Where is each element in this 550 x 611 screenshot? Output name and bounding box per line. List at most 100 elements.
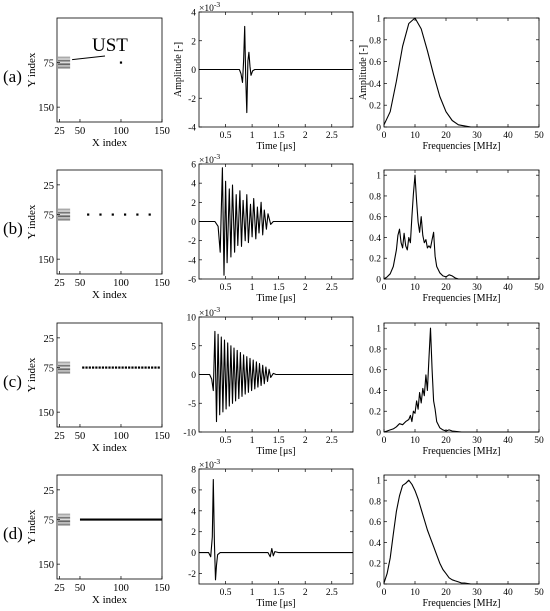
transducer-stripe bbox=[58, 213, 71, 216]
transducer-stripe bbox=[58, 215, 71, 218]
frequency-spectrum-y-tick-label: 0 bbox=[376, 124, 381, 134]
frequency-spectrum-x-tick-label: 30 bbox=[472, 436, 482, 446]
transducer-stripe bbox=[58, 59, 71, 62]
setup-y-tick-label: 150 bbox=[38, 103, 54, 114]
scatterer-point bbox=[136, 213, 139, 216]
scatterer-point bbox=[144, 366, 147, 369]
ust-pointer-line bbox=[72, 55, 106, 61]
time-signal-exponent-power: -3 bbox=[214, 152, 220, 161]
transducer-stripe bbox=[58, 513, 71, 516]
scatterer-point bbox=[95, 366, 98, 369]
scatterer-point bbox=[154, 366, 157, 369]
scatterer-point bbox=[91, 366, 95, 369]
frequency-spectrum-x-axis-label: Frequencies [MHz] bbox=[422, 293, 500, 304]
time-signal-frame bbox=[198, 468, 354, 585]
frequency-spectrum-y-tick-label: 1 bbox=[376, 172, 381, 182]
setup-x-axis-label: X index bbox=[92, 594, 128, 606]
transducer-stripe bbox=[58, 58, 71, 61]
frequency-spectrum-x-tick-label: 50 bbox=[534, 283, 544, 293]
time-signal-x-tick-label: 2.5 bbox=[326, 588, 338, 598]
scatterer-point bbox=[131, 366, 134, 369]
frequency-spectrum-y-tick-label: 1 bbox=[376, 325, 381, 335]
setup-y-tick-label: 25 bbox=[44, 334, 55, 345]
frequency-spectrum-x-tick-label: 20 bbox=[441, 588, 451, 598]
setup-x-tick-label: 25 bbox=[54, 583, 65, 594]
setup-x-tick-label: 100 bbox=[113, 583, 129, 594]
frequency-spectrum-y-tick-label: 0 bbox=[376, 429, 381, 439]
frequency-spectrum-frame bbox=[383, 322, 540, 433]
transducer-stripe bbox=[58, 370, 71, 372]
time-signal-y-tick-label: -2 bbox=[188, 237, 196, 247]
setup-frame bbox=[56, 169, 163, 275]
frequency-spectrum-y-tick-label: 0.8 bbox=[369, 192, 381, 202]
time-signal-series-line bbox=[199, 478, 353, 581]
scatterer-point bbox=[85, 366, 88, 369]
setup-x-axis-label: X index bbox=[92, 137, 128, 149]
transducer-stripe bbox=[58, 56, 71, 59]
transducer-stripe bbox=[58, 211, 71, 214]
transducer-stripe bbox=[58, 516, 71, 519]
setup-x-tick-label: 100 bbox=[113, 126, 129, 137]
setup-y-tick-label: 75 bbox=[44, 211, 55, 222]
setup-x-axis-label: X index bbox=[92, 442, 128, 454]
time-signal-y-tick-label: -2 bbox=[188, 95, 196, 105]
setup-y-axis-label: Y index bbox=[26, 52, 38, 87]
time-signal-x-tick-label: 0.5 bbox=[220, 588, 232, 598]
time-signal-x-tick-label: 2 bbox=[303, 283, 308, 293]
time-signal-x-tick-label: 2.5 bbox=[326, 283, 338, 293]
scatterer-point bbox=[128, 366, 131, 369]
setup-x-tick-label: 100 bbox=[113, 431, 129, 442]
row-label: (b) bbox=[3, 219, 23, 238]
time-signal-x-tick-label: 0.5 bbox=[220, 283, 232, 293]
scatterer-point bbox=[119, 61, 123, 64]
time-signal-y-axis-label: Amplitude [-] bbox=[173, 42, 184, 97]
setup-x-tick-label: 50 bbox=[75, 126, 86, 137]
time-signal-y-tick-label: 2 bbox=[191, 528, 196, 538]
setup-x-tick-label: 50 bbox=[75, 278, 86, 289]
transducer-stripe bbox=[58, 66, 71, 69]
setup-x-tick-label: 150 bbox=[154, 126, 170, 137]
transducer-stripe bbox=[58, 366, 71, 369]
frequency-spectrum-y-tick-label: 0.6 bbox=[369, 366, 381, 376]
scatterer-point bbox=[147, 366, 150, 369]
frequency-spectrum-x-tick-label: 40 bbox=[503, 436, 513, 446]
frequency-spectrum-y-tick-label: 0.6 bbox=[369, 518, 381, 528]
row-label: (a) bbox=[3, 67, 22, 86]
frequency-spectrum-x-tick-label: 50 bbox=[534, 131, 544, 141]
transducer-stripe bbox=[58, 368, 71, 371]
row-label: (c) bbox=[3, 372, 22, 391]
transducer-stripe bbox=[58, 61, 71, 64]
time-signal-series-line bbox=[199, 167, 353, 276]
time-signal-x-tick-label: 1 bbox=[250, 131, 255, 141]
setup-y-tick-label: 150 bbox=[38, 560, 54, 571]
frequency-spectrum-series-line bbox=[383, 327, 539, 433]
scatterer-point bbox=[151, 366, 154, 369]
transducer-stripe bbox=[58, 217, 71, 219]
frequency-spectrum-x-tick-label: 10 bbox=[410, 131, 420, 141]
transducer-stripe bbox=[58, 520, 71, 523]
time-signal-series-line bbox=[199, 25, 353, 114]
frequency-spectrum-x-tick-label: 0 bbox=[382, 283, 387, 293]
transducer-stripe bbox=[58, 208, 71, 211]
time-signal-x-tick-label: 2 bbox=[303, 588, 308, 598]
frequency-spectrum-x-axis-label: Frequencies [MHz] bbox=[422, 141, 500, 152]
scatterer-point bbox=[88, 366, 91, 369]
scatterer-point bbox=[111, 366, 114, 369]
time-signal-x-tick-label: 2 bbox=[303, 131, 308, 141]
frequency-spectrum-y-tick-label: 0.8 bbox=[369, 36, 381, 46]
frequency-spectrum-y-tick-label: 0.2 bbox=[369, 408, 381, 418]
time-signal-series-line bbox=[199, 330, 353, 423]
time-signal-y-tick-label: 0 bbox=[191, 549, 196, 559]
transducer-stripe bbox=[58, 210, 71, 213]
time-signal-x-axis-label: Time [μs] bbox=[256, 446, 295, 457]
frequency-spectrum-x-tick-label: 40 bbox=[503, 588, 513, 598]
time-signal-y-tick-label: 6 bbox=[191, 161, 196, 171]
frequency-spectrum-y-tick-label: 0.4 bbox=[369, 80, 381, 90]
frequency-spectrum-x-tick-label: 10 bbox=[410, 588, 420, 598]
transducer-stripe bbox=[58, 65, 71, 67]
time-signal-x-tick-label: 2.5 bbox=[326, 131, 338, 141]
